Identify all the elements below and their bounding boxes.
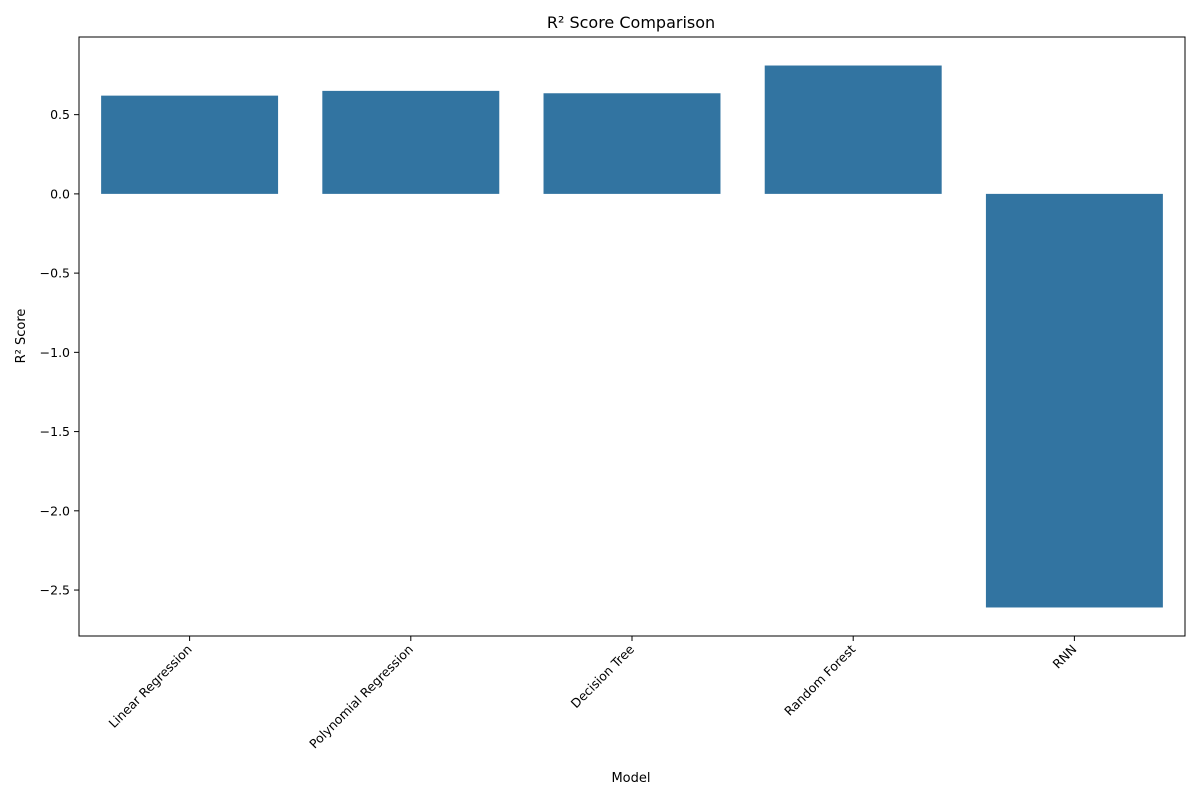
- bars-group: [101, 65, 1163, 608]
- y-axis-ticks: 0.5 0.0 −0.5 −1.0 −1.5 −2.0 −2.5: [40, 107, 79, 598]
- y-tick-label: 0.5: [50, 107, 70, 122]
- plot-frame: [78, 36, 1186, 637]
- y-tick-label: 0.0: [50, 186, 70, 201]
- bar-rnn: [985, 193, 1163, 608]
- y-tick-label: −1.5: [40, 424, 70, 439]
- y-tick-label: −2.5: [40, 583, 70, 598]
- bar-linear-regression: [101, 95, 279, 194]
- bar-decision-tree: [543, 93, 721, 194]
- x-axis-label: Model: [611, 771, 650, 786]
- bar-polynomial-regression: [322, 90, 500, 194]
- bar-random-forest: [764, 65, 942, 194]
- y-tick-label: −0.5: [40, 266, 70, 281]
- y-tick-label: −1.0: [40, 345, 70, 360]
- chart-title: R² Score Comparison: [547, 13, 715, 32]
- y-tick-label: −2.0: [40, 503, 70, 518]
- y-axis-label: R² Score: [14, 309, 29, 364]
